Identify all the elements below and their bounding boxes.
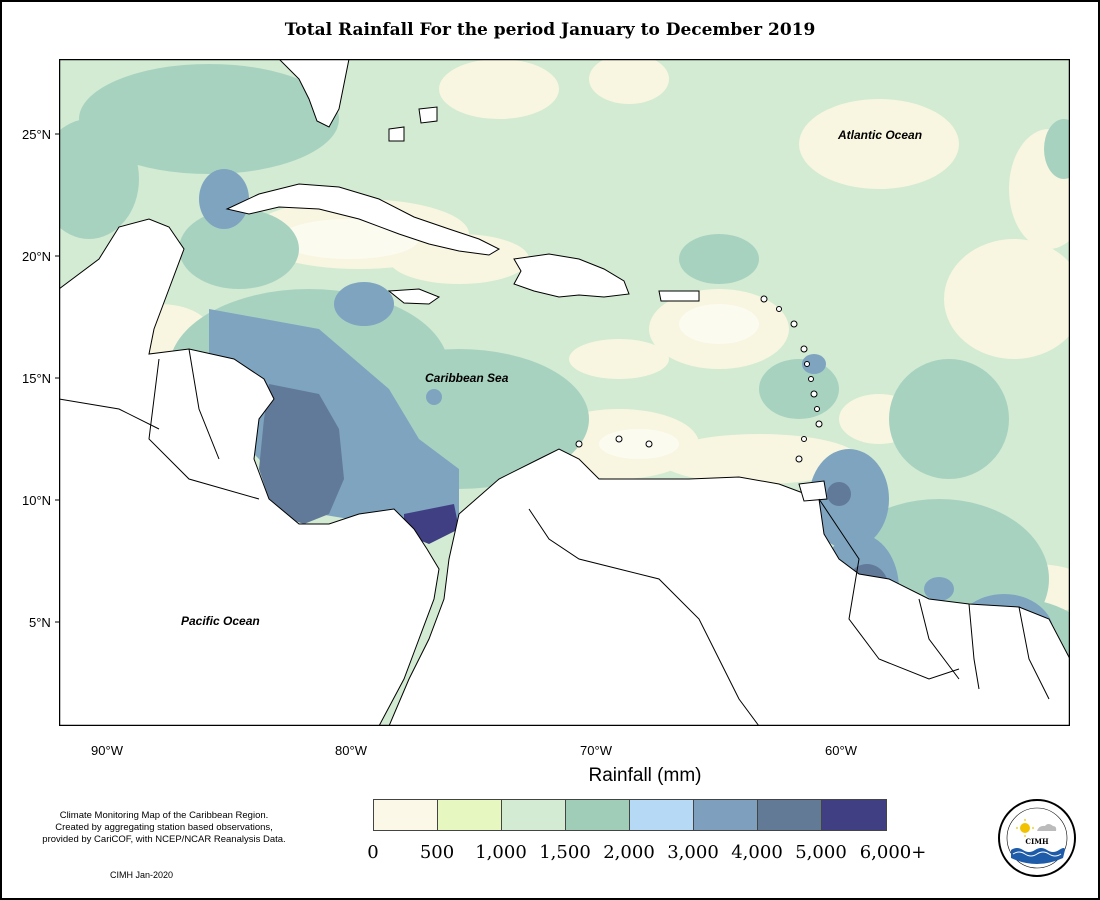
legend-tick: 6,000+ bbox=[859, 842, 927, 863]
lat-tick-15n: 15°N bbox=[22, 371, 52, 386]
legend-tick: 0 bbox=[367, 842, 379, 863]
map-border bbox=[59, 59, 1070, 726]
atlantic-ocean-label: Atlantic Ocean bbox=[837, 128, 922, 142]
lon-tick-90w: 90°W bbox=[91, 743, 123, 758]
lon-tick-70w: 70°W bbox=[580, 743, 612, 758]
legend-tick: 3,000 bbox=[667, 842, 719, 863]
legend-tick: 1,500 bbox=[539, 842, 591, 863]
legend-swatch-0 bbox=[374, 800, 438, 830]
legend-tick: 5,000 bbox=[795, 842, 847, 863]
legend-tick: 1,000 bbox=[475, 842, 527, 863]
credit-line-2: Created by aggregating station based obs… bbox=[55, 822, 273, 833]
legend-tick: 500 bbox=[419, 842, 455, 863]
credit-line-3: provided by CariCOF, with NCEP/NCAR Rean… bbox=[42, 834, 286, 845]
rainfall-map: Atlantic Ocean Caribbean Sea Pacific Oce… bbox=[59, 59, 1070, 726]
legend-title: Rainfall (mm) bbox=[588, 765, 702, 786]
logo-text: CIMH bbox=[1025, 837, 1049, 846]
legend-swatch-4 bbox=[630, 800, 694, 830]
legend-swatch-2 bbox=[502, 800, 566, 830]
central-america-landmass bbox=[59, 218, 440, 726]
credit-text: Climate Monitoring Map of the Caribbean … bbox=[14, 810, 314, 846]
jamaica-landmass bbox=[387, 288, 441, 305]
lat-tick-25n: 25°N bbox=[22, 127, 52, 142]
legend-swatch-7 bbox=[822, 800, 886, 830]
lon-tick-60w: 60°W bbox=[825, 743, 857, 758]
lat-tick-20n: 20°N bbox=[22, 249, 52, 264]
waves-icon bbox=[1011, 848, 1065, 864]
florida-landmass bbox=[278, 59, 350, 128]
legend-swatch-3 bbox=[566, 800, 630, 830]
legend-swatch-5 bbox=[694, 800, 758, 830]
map-title: Total Rainfall For the period January to… bbox=[284, 20, 816, 40]
lon-tick-80w: 80°W bbox=[335, 743, 367, 758]
pacific-ocean-label: Pacific Ocean bbox=[181, 614, 260, 628]
puerto-rico-landmass bbox=[658, 290, 700, 302]
hispaniola-landmass bbox=[513, 253, 630, 298]
legend-swatch-1 bbox=[438, 800, 502, 830]
lat-tick-marks bbox=[55, 133, 59, 623]
lat-tick-5n: 5°N bbox=[29, 615, 51, 630]
color-legend bbox=[373, 799, 887, 831]
sun-icon bbox=[1020, 823, 1030, 833]
legend-tick: 2,000 bbox=[603, 842, 655, 863]
lat-tick-10n: 10°N bbox=[22, 493, 52, 508]
cloud-icon bbox=[1037, 824, 1057, 831]
south-america-landmass bbox=[388, 448, 1070, 726]
trinidad-landmass bbox=[798, 480, 828, 502]
cuba-landmass bbox=[225, 183, 501, 256]
legend-swatch-6 bbox=[758, 800, 822, 830]
country-borders bbox=[59, 348, 1050, 726]
credit-line-1: Climate Monitoring Map of the Caribbean … bbox=[59, 810, 269, 821]
caribbean-sea-label: Caribbean Sea bbox=[425, 371, 509, 385]
legend-tick: 4,000 bbox=[731, 842, 783, 863]
land-masses bbox=[59, 59, 1070, 726]
cimh-logo-icon: CIMH bbox=[998, 799, 1076, 877]
lesser-antilles-islands bbox=[575, 295, 823, 463]
credit-stamp: CIMH Jan-2020 bbox=[110, 870, 174, 880]
